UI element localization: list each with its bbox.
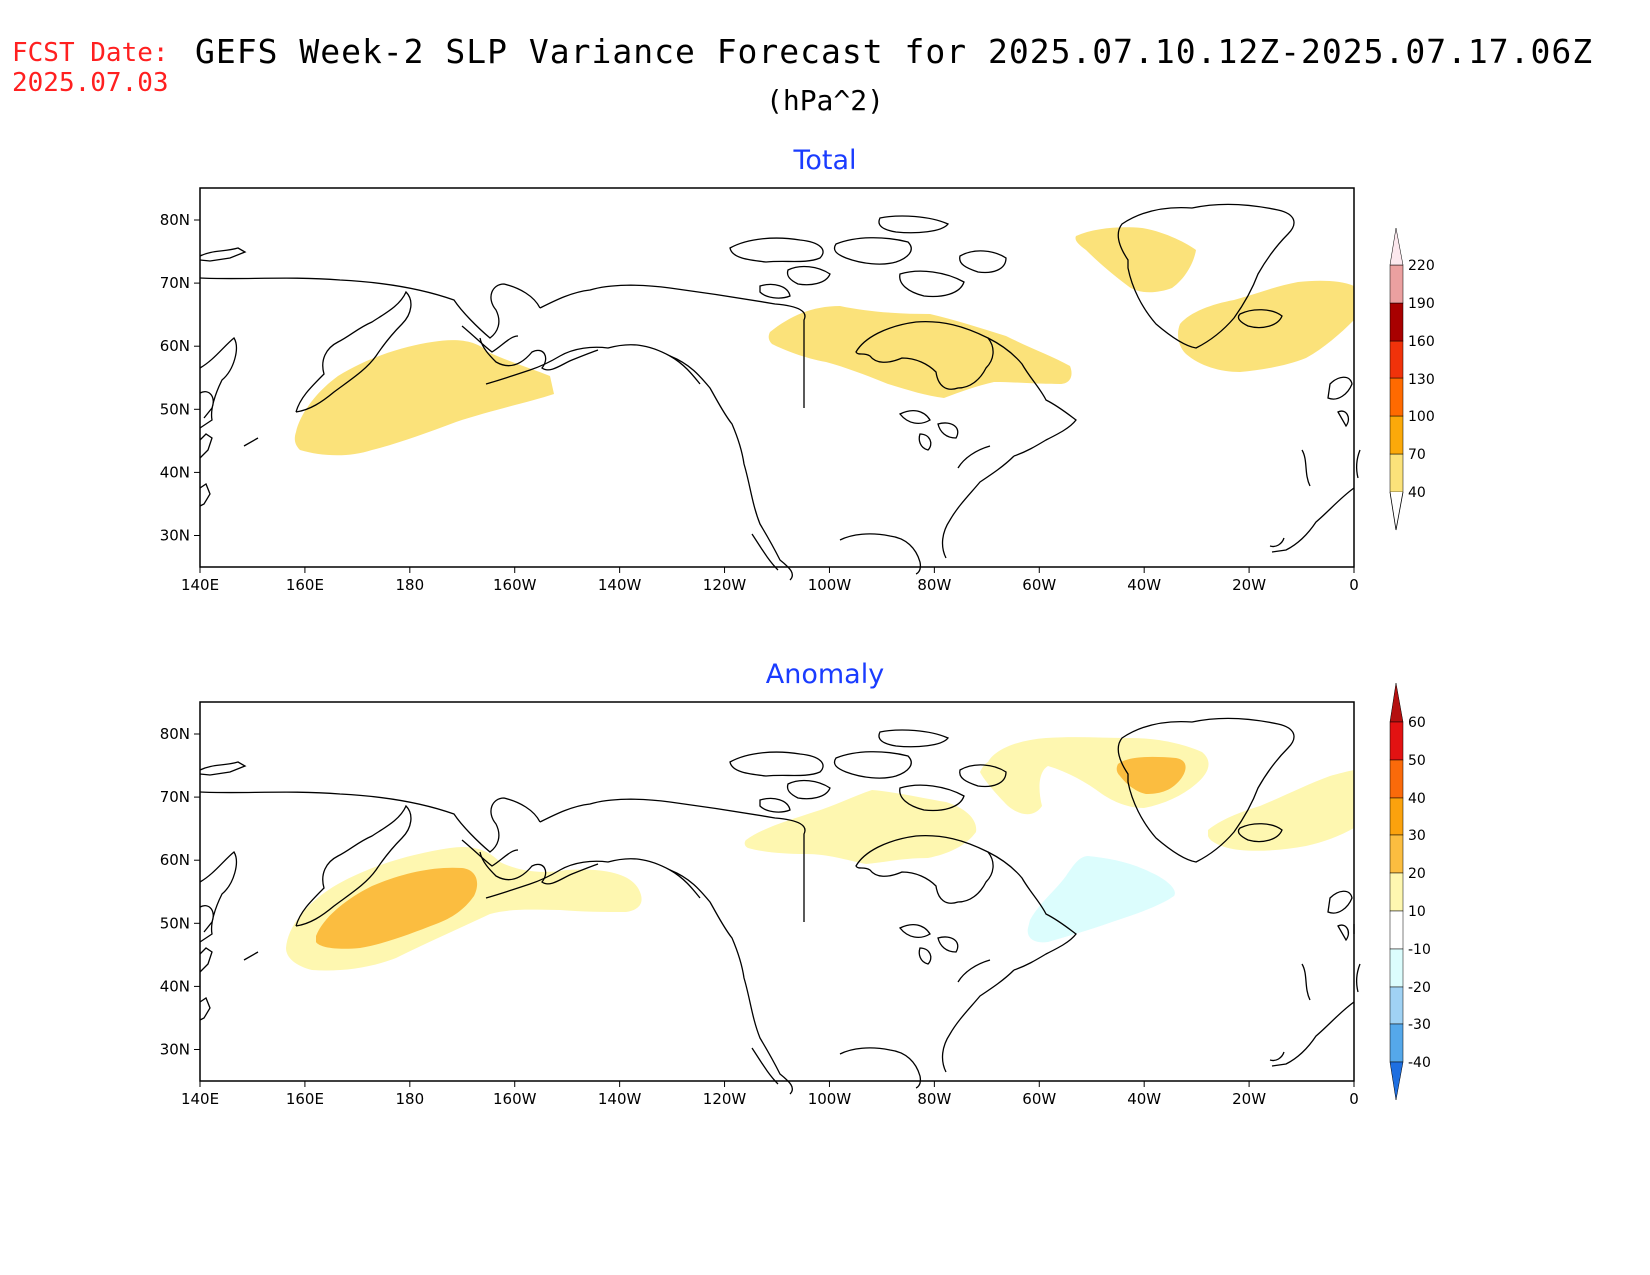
colorbar-anomaly: 60 50 40 30 20 10 -10 -20 -30 -40 (1389, 682, 1431, 1101)
cbar-anom-10 (1389, 910, 1404, 950)
x-tick-label: 140W (598, 576, 642, 594)
x-tick-label: 120W (703, 1090, 747, 1108)
x-tick-label: 80W (917, 576, 951, 594)
x-tick-label: 160E (286, 1090, 324, 1108)
cbar-anom-bottom-arrow (1389, 1061, 1404, 1101)
fcst-date-label: FCST Date: (12, 38, 169, 68)
fcst-date-value: 2025.07.03 (12, 68, 169, 98)
y-tick-label: 70N (160, 788, 190, 806)
x-tick-label: 80W (917, 1090, 951, 1108)
y-tick-label: 50N (160, 914, 190, 932)
x-tick-label: 60W (1022, 1090, 1056, 1108)
y-tick-label: 60N (160, 337, 190, 355)
cbar-total-160 (1389, 302, 1404, 342)
x-tick-label: 40W (1127, 1090, 1161, 1108)
x-tick-label: 180 (395, 576, 424, 594)
cbar-total-label: 190 (1408, 296, 1435, 312)
y-tick-label: 70N (160, 274, 190, 292)
cbar-anom-30 (1389, 834, 1404, 874)
cbar-total-label: 130 (1408, 372, 1435, 388)
cbar-total-40 (1389, 453, 1404, 493)
cbar-total-label: 160 (1408, 334, 1435, 350)
cbar-total-label: 70 (1408, 447, 1426, 463)
y-tick-label: 50N (160, 400, 190, 418)
axis-ticks: 140E 160E 180 160W 140W 120W 100W 80W 60W 40W 20W 0… (160, 211, 1359, 1108)
cbar-anom-label: -20 (1408, 980, 1431, 996)
region-iceland-anomaly (1208, 770, 1354, 851)
cbar-anom-label: 30 (1408, 828, 1426, 844)
y-tick-label: 80N (160, 211, 190, 229)
x-tick-label: 160E (286, 576, 324, 594)
x-tick-label: 160W (493, 576, 537, 594)
cbar-anom-label: -10 (1408, 942, 1431, 958)
y-tick-label: 40N (160, 977, 190, 995)
y-tick-label: 60N (160, 851, 190, 869)
units-label: (hPa^2) (765, 84, 884, 117)
cbar-anom-label: 50 (1408, 753, 1426, 769)
cbar-anom-label: 20 (1408, 866, 1426, 882)
x-tick-label: 60W (1022, 576, 1056, 594)
region-greenland-outer (980, 737, 1209, 815)
cbar-total-label: 220 (1408, 258, 1435, 274)
cbar-anom-label: 40 (1408, 791, 1426, 807)
x-tick-label: 140E (181, 576, 219, 594)
x-tick-label: 100W (808, 576, 852, 594)
panel-total (199, 187, 1361, 581)
cbar-total-70 (1389, 415, 1404, 455)
region-north-pacific (294, 340, 554, 456)
cbar-anom-m30 (1389, 1023, 1404, 1063)
region-hudson-bay (768, 306, 1072, 398)
y-tick-label: 30N (160, 527, 190, 545)
cbar-anom-m20 (1389, 986, 1404, 1025)
y-tick-label: 80N (160, 725, 190, 743)
x-tick-label: 100W (808, 1090, 852, 1108)
x-tick-label: 40W (1127, 576, 1161, 594)
colorbar-total: 40 70 100 130 160 190 220 (1389, 227, 1435, 531)
cbar-anom-20 (1389, 872, 1404, 912)
cbar-total-bottom-arrow (1389, 491, 1404, 531)
x-tick-label: 180 (395, 1090, 424, 1108)
x-tick-label: 140E (181, 1090, 219, 1108)
cbar-total-label: 100 (1408, 409, 1435, 425)
region-north-pacific-core (316, 867, 478, 949)
cbar-total-130 (1389, 340, 1404, 379)
cbar-total-100 (1389, 377, 1404, 417)
x-tick-label: 20W (1232, 576, 1266, 594)
cbar-anom-40 (1389, 797, 1404, 836)
cbar-anom-label: 10 (1408, 904, 1426, 920)
cbar-total-top-arrow (1389, 227, 1404, 266)
fcst-date-block: FCST Date: 2025.07.03 (12, 38, 169, 98)
x-tick-label: 0 (1349, 576, 1359, 594)
cbar-anom-top-arrow (1389, 682, 1404, 723)
cbar-total-190 (1389, 264, 1404, 304)
cbar-anom-label: -40 (1408, 1055, 1431, 1071)
frame-anomaly (199, 701, 1355, 1082)
panel-title-total: Total (793, 145, 857, 176)
cbar-total-label: 40 (1408, 485, 1426, 501)
region-greenland (1075, 227, 1196, 293)
region-labrador-sea (1027, 856, 1175, 943)
y-tick-label: 30N (160, 1041, 190, 1059)
main-title: GEFS Week-2 SLP Variance Forecast for 20… (195, 32, 1594, 71)
panel-anomaly (199, 701, 1361, 1095)
x-tick-label: 0 (1349, 1090, 1359, 1108)
frame-total (199, 187, 1355, 568)
x-tick-label: 140W (598, 1090, 642, 1108)
panel-title-anomaly: Anomaly (765, 659, 885, 690)
cbar-anom-label: -30 (1408, 1017, 1431, 1033)
cbar-anom-60 (1389, 721, 1404, 761)
y-tick-label: 40N (160, 463, 190, 481)
x-tick-label: 120W (703, 576, 747, 594)
x-tick-label: 160W (493, 1090, 537, 1108)
cbar-anom-m10 (1389, 948, 1404, 988)
cbar-anom-50 (1389, 759, 1404, 799)
cbar-anom-label: 60 (1408, 715, 1426, 731)
x-tick-label: 20W (1232, 1090, 1266, 1108)
region-greenland-core (1116, 756, 1186, 794)
